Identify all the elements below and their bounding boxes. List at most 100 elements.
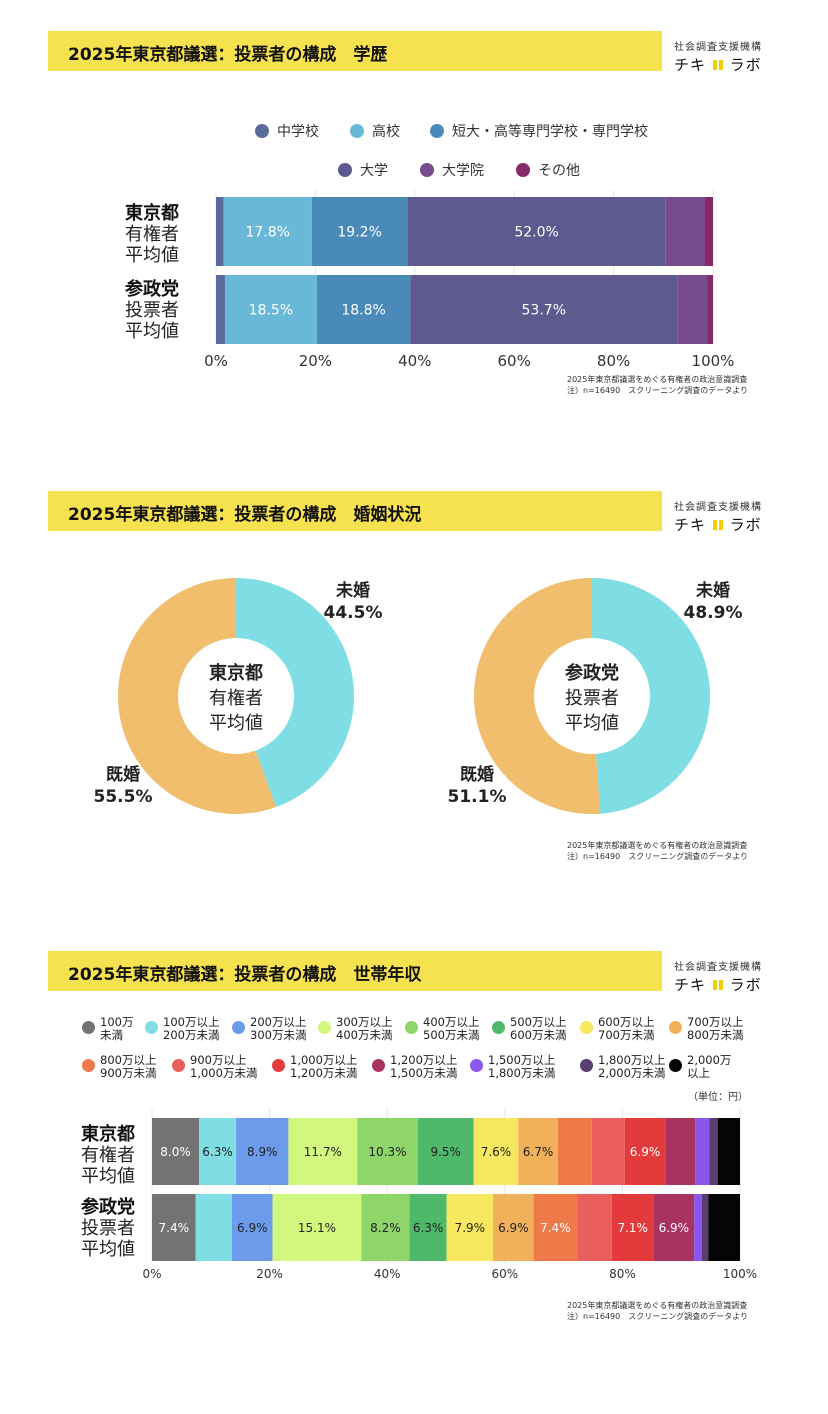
bar-segment	[407, 197, 666, 266]
income-legend-item: 400万以上 500万未満	[405, 1016, 479, 1042]
donut-left-unmarried-slice	[236, 578, 354, 808]
income-legend-item: 900万以上 1,000万未満	[172, 1054, 257, 1080]
data-label: 7.9%	[455, 1221, 486, 1235]
data-label: 6.3%	[413, 1221, 444, 1235]
legend-label: 900万以上 1,000万未満	[190, 1053, 258, 1080]
legend-swatch	[470, 1059, 483, 1072]
bar-segment	[195, 1194, 232, 1261]
bar-segment	[316, 275, 411, 344]
education-row-label-tokyo: 東京都 有権者 平均値	[125, 203, 179, 266]
legend-swatch	[430, 124, 444, 138]
legend-swatch	[338, 163, 352, 177]
bar-segment	[557, 1118, 592, 1185]
education-title-bar: 2025年東京都議選：投票者の構成 学歴	[48, 31, 662, 71]
data-label: 18.8%	[341, 303, 385, 319]
legend-swatch	[580, 1059, 593, 1072]
donut-left-unmarried-label: 未婚 44.5%	[323, 581, 383, 623]
legend-label: 高校	[372, 124, 400, 140]
marriage-note: 2025年東京都議選をめぐる有権者の政治意識調査 注）n=16490 スクリーニン…	[567, 841, 749, 861]
bar-segment	[611, 1194, 654, 1261]
data-label: 6.9%	[630, 1145, 661, 1159]
bar-segment	[231, 1194, 273, 1261]
legend-label: 200万以上 300万未満	[250, 1015, 307, 1042]
education-note: 2025年東京都議選をめぐる有権者の政治意識調査 注）n=16490 スクリーニン…	[567, 375, 749, 395]
data-label: 19.2%	[337, 225, 381, 241]
legend-swatch	[172, 1059, 185, 1072]
x-tick-label: 40%	[398, 352, 431, 370]
legend-label: その他	[538, 163, 580, 179]
donut-right-center-label: 参政党 投票者 平均値	[565, 663, 619, 734]
education-legend-item: 大学院	[420, 160, 484, 180]
bar-segment	[709, 1118, 718, 1185]
data-label: 8.0%	[160, 1145, 191, 1159]
legend-label: 1,000万以上 1,200万未満	[290, 1053, 358, 1080]
income-legend-item: 2,000万 以上	[669, 1054, 731, 1080]
income-legend-item: 700万以上 800万未満	[669, 1016, 743, 1042]
data-label: 15.1%	[298, 1221, 336, 1235]
legend-label: 1,800万以上 2,000万未満	[598, 1053, 666, 1080]
bar-segment	[152, 1118, 200, 1185]
brand-logo-3: 社会調査支援機構 チキ ラボ	[674, 962, 762, 994]
bar-segment	[717, 1118, 740, 1185]
x-tick-label: 0%	[204, 352, 228, 370]
legend-swatch	[82, 1059, 95, 1072]
legend-label: 短大・高等専門学校・専門学校	[452, 124, 648, 140]
x-tick-label: 40%	[374, 1267, 401, 1281]
bar-segment	[577, 1194, 612, 1261]
bar-segment	[236, 1118, 289, 1185]
x-tick-label: 100%	[723, 1267, 757, 1281]
education-legend-item: その他	[516, 160, 580, 180]
income-legend-item: 1,800万以上 2,000万未満	[580, 1054, 665, 1080]
legend-label: 大学	[360, 163, 388, 179]
bar-segment	[216, 275, 225, 344]
marriage-title-bar: 2025年東京都議選：投票者の構成 婚姻状況	[48, 491, 662, 531]
bar-segment	[518, 1118, 558, 1185]
marriage-title: 2025年東京都議選：投票者の構成 婚姻状況	[68, 505, 422, 525]
education-row-label-sansei: 参政党 投票者 平均値	[125, 279, 179, 342]
data-label: 6.9%	[237, 1221, 268, 1235]
legend-swatch	[372, 1059, 385, 1072]
income-title: 2025年東京都議選：投票者の構成 世帯年収	[68, 965, 422, 985]
bar-segment	[653, 1194, 695, 1261]
bar-segment	[695, 1118, 710, 1185]
donut-right-married-slice	[474, 578, 601, 814]
legend-swatch	[580, 1021, 593, 1034]
bar-segment	[704, 197, 713, 266]
bar-segment	[216, 197, 224, 266]
data-label: 6.3%	[202, 1145, 233, 1159]
data-label: 9.5%	[430, 1145, 461, 1159]
bar-segment	[288, 1118, 358, 1185]
data-label: 7.6%	[481, 1145, 512, 1159]
income-legend-item: 500万以上 600万未満	[492, 1016, 566, 1042]
x-tick-label: 80%	[597, 352, 630, 370]
donut-right-unmarried-slice	[592, 578, 711, 814]
bar-segment	[361, 1194, 410, 1261]
legend-swatch	[350, 124, 364, 138]
legend-label: 600万以上 700万未満	[598, 1015, 655, 1042]
legend-label: 700万以上 800万未満	[687, 1015, 744, 1042]
x-tick-label: 60%	[491, 1267, 518, 1281]
legend-label: 800万以上 900万未満	[100, 1053, 157, 1080]
bar-segment	[417, 1118, 474, 1185]
brand-left: チキ	[674, 56, 707, 74]
donut-right-married-label: 既婚 51.1%	[447, 765, 507, 807]
bar-segment	[665, 197, 705, 266]
legend-swatch	[255, 124, 269, 138]
bar-segment	[493, 1194, 534, 1261]
data-label: 11.7%	[304, 1145, 342, 1159]
legend-swatch	[669, 1021, 682, 1034]
bar-segment	[473, 1118, 519, 1185]
marriage-donut-charts	[117, 578, 711, 814]
income-note: 2025年東京都議選をめぐる有権者の政治意識調査 注）n=16490 スクリーニン…	[567, 1301, 749, 1321]
income-row-label-tokyo: 東京都 有権者 平均値	[81, 1124, 135, 1187]
income-legend-item: 100万以上 200万未満	[145, 1016, 219, 1042]
x-tick-label: 0%	[142, 1267, 161, 1281]
brand-bottom-text: チキ ラボ	[674, 54, 784, 75]
bar-segment	[272, 1194, 362, 1261]
legend-label: 1,500万以上 1,800万未満	[488, 1053, 556, 1080]
legend-swatch	[420, 163, 434, 177]
brand-logo: 社会調査支援機構 チキ ラボ	[674, 38, 784, 75]
legend-swatch	[145, 1021, 158, 1034]
brand-top-text: 社会調査支援機構	[674, 42, 762, 53]
income-legend-item: 1,500万以上 1,800万未満	[470, 1054, 555, 1080]
